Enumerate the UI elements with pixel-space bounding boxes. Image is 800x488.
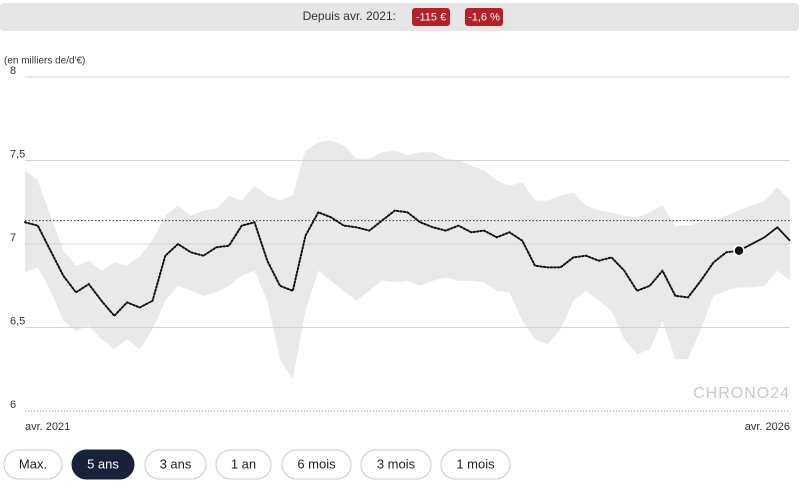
range-button-label[interactable]: 5 ans <box>87 456 119 471</box>
range-button[interactable] <box>440 449 511 480</box>
badge-text: -1,6 % <box>468 11 500 23</box>
range-button-label[interactable]: 3 ans <box>160 456 192 471</box>
range-button-label[interactable]: 6 mois <box>297 456 336 471</box>
range-button[interactable] <box>215 449 272 480</box>
x-tick-label: avr. 2026 <box>745 421 790 433</box>
y-tick-label: 8 <box>10 65 16 77</box>
range-button[interactable] <box>144 449 207 480</box>
range-band <box>25 140 790 380</box>
price-line-history <box>24 209 740 318</box>
range-button-label[interactable]: 1 an <box>231 456 256 471</box>
price-line-recent <box>738 226 791 252</box>
current-marker <box>733 244 745 257</box>
range-button[interactable] <box>71 449 135 480</box>
summary-label: Depuis avr. 2021: <box>303 9 396 23</box>
range-button-label[interactable]: Max. <box>19 456 47 471</box>
range-button-label[interactable]: 1 mois <box>456 456 495 471</box>
badge-text: -115 € <box>416 11 446 23</box>
y-tick-label: 6,5 <box>10 315 25 327</box>
range-button-label[interactable]: 3 mois <box>377 456 416 471</box>
y-axis-label: (en milliers de/d'€) <box>4 56 85 67</box>
summary-bar <box>0 3 799 31</box>
range-button[interactable] <box>281 449 352 480</box>
range-button[interactable] <box>3 449 63 480</box>
y-tick-label: 6 <box>10 399 16 411</box>
badge <box>412 8 450 26</box>
badge <box>465 8 503 26</box>
y-tick-label: 7 <box>10 232 16 244</box>
x-tick-label: avr. 2021 <box>25 421 70 433</box>
watermark: CHRONO24 <box>693 385 790 402</box>
range-button[interactable] <box>360 449 432 480</box>
y-tick-label: 7,5 <box>10 148 25 160</box>
